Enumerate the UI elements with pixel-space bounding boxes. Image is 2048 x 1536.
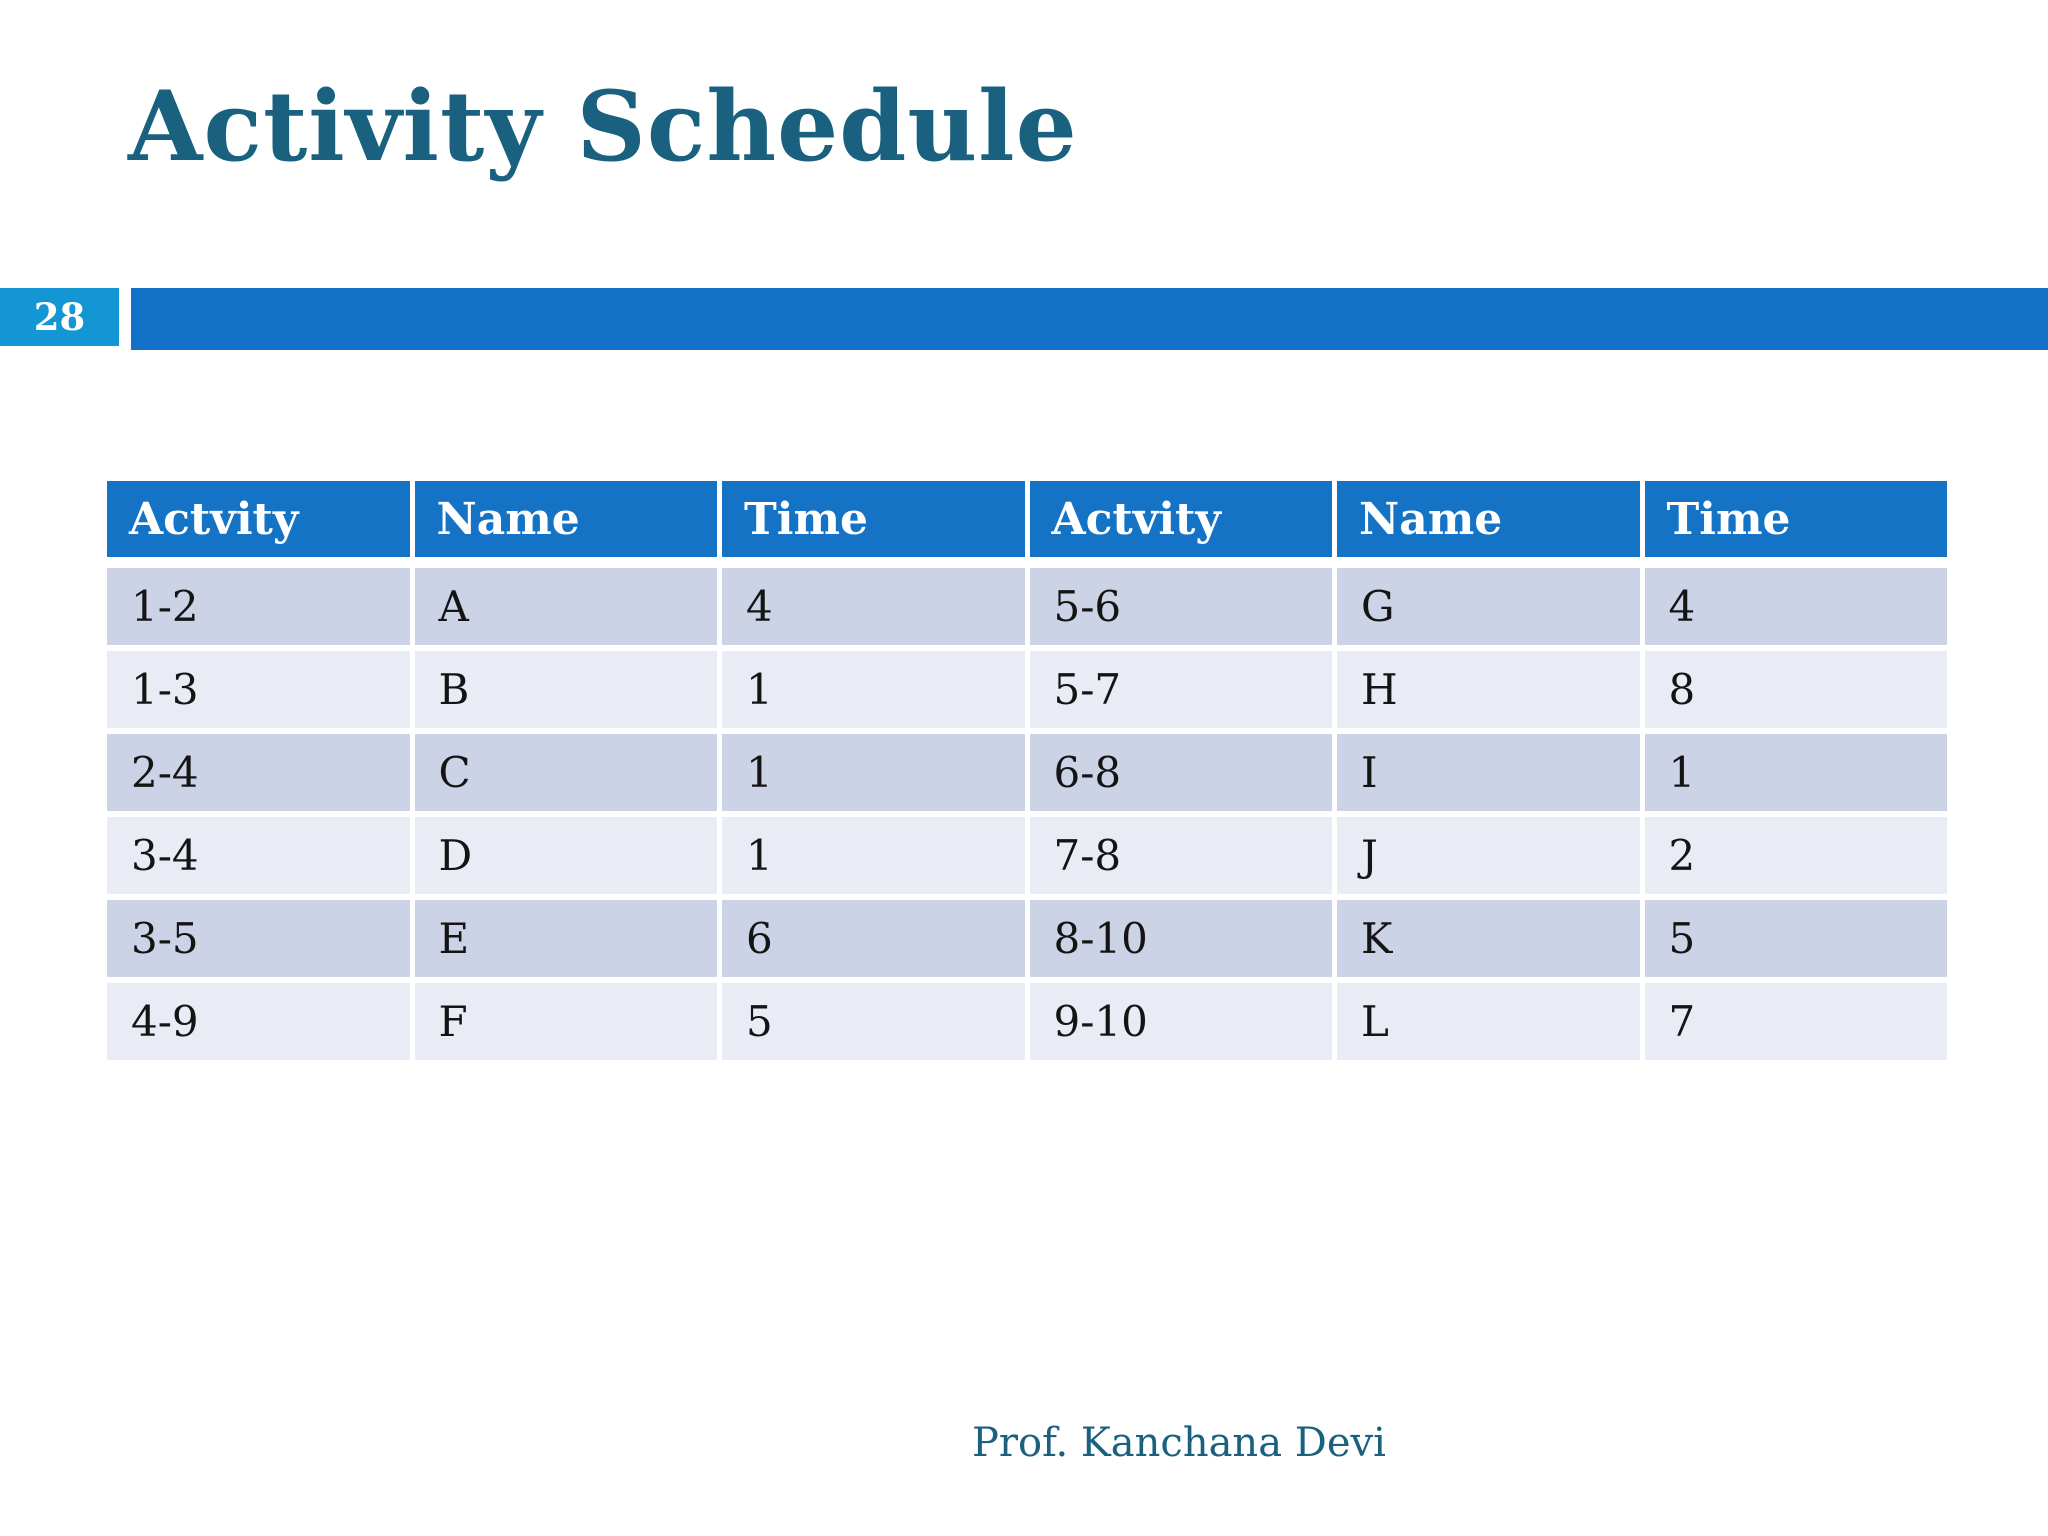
table-cell: F <box>414 983 717 1060</box>
table-cell: I <box>1337 734 1640 811</box>
table-cell: K <box>1337 900 1640 977</box>
table-cell: 4 <box>722 568 1025 645</box>
table-cell: 9-10 <box>1029 983 1332 1060</box>
table-cell: 1 <box>722 817 1025 894</box>
table-cell: G <box>1337 568 1640 645</box>
table-cell: H <box>1337 651 1640 728</box>
table-cell: 1-3 <box>107 651 410 728</box>
table-cell: 7-8 <box>1029 817 1332 894</box>
page-number: 28 <box>33 295 86 339</box>
table-cell: L <box>1337 983 1640 1060</box>
table-cell: 1 <box>722 734 1025 811</box>
column-header-activity-2: Actvity <box>1029 481 1332 557</box>
table-cell: 4 <box>1644 568 1947 645</box>
footer-credit: Prof. Kanchana Devi <box>972 1420 1386 1466</box>
column-header-name-2: Name <box>1337 481 1640 557</box>
accent-bar <box>131 288 2048 350</box>
table-cell: 1-2 <box>107 568 410 645</box>
table-cell: B <box>414 651 717 728</box>
table-cell: 6-8 <box>1029 734 1332 811</box>
table-cell: 5 <box>1644 900 1947 977</box>
table-cell: 3-4 <box>107 817 410 894</box>
table-cell: D <box>414 817 717 894</box>
table-cell: E <box>414 900 717 977</box>
table-cell: 5 <box>722 983 1025 1060</box>
column-header-time-1: Time <box>722 481 1025 557</box>
table-cell: J <box>1337 817 1640 894</box>
slide-title: Activity Schedule <box>128 70 1078 183</box>
table-cell: 4-9 <box>107 983 410 1060</box>
table-cell: 1 <box>722 651 1025 728</box>
table-body: 1-2 A 4 5-6 G 4 1-3 B 1 5-7 H 8 2-4 C 1 … <box>107 568 1947 1060</box>
table-cell: 2-4 <box>107 734 410 811</box>
table-cell: 7 <box>1644 983 1947 1060</box>
table-cell: 2 <box>1644 817 1947 894</box>
table-cell: 5-7 <box>1029 651 1332 728</box>
table-cell: 8-10 <box>1029 900 1332 977</box>
column-header-name-1: Name <box>414 481 717 557</box>
table-cell: 3-5 <box>107 900 410 977</box>
page-number-badge: 28 <box>0 288 119 346</box>
table-cell: 6 <box>722 900 1025 977</box>
table-cell: 1 <box>1644 734 1947 811</box>
column-header-activity-1: Actvity <box>107 481 410 557</box>
table-cell: A <box>414 568 717 645</box>
table-header-row: Actvity Name Time Actvity Name Time <box>107 481 1947 557</box>
activity-table: Actvity Name Time Actvity Name Time 1-2 … <box>107 481 1947 1060</box>
table-cell: 8 <box>1644 651 1947 728</box>
table-cell: C <box>414 734 717 811</box>
table-cell: 5-6 <box>1029 568 1332 645</box>
column-header-time-2: Time <box>1644 481 1947 557</box>
